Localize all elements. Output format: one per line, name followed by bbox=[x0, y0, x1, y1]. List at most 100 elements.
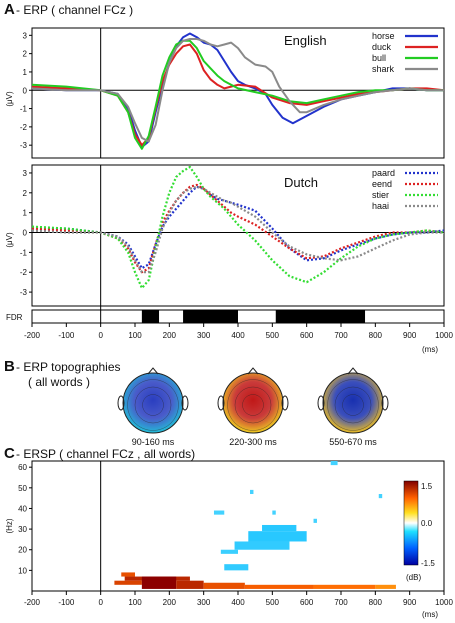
ersp-cell bbox=[121, 572, 135, 577]
ersp-cell bbox=[224, 564, 249, 571]
x-tick-label: 800 bbox=[369, 331, 383, 340]
colorbar-tick-mid: 0.0 bbox=[421, 519, 433, 528]
y-tick-label: 30 bbox=[18, 525, 27, 534]
ersp-cell bbox=[330, 461, 338, 466]
topography-maps: 90-160 ms 220-300 ms 550-670 ms bbox=[117, 367, 389, 447]
x-tick-label: 200 bbox=[163, 331, 177, 340]
legend-label-stier: stier bbox=[372, 190, 389, 200]
fdr-label: FDR bbox=[6, 313, 23, 322]
erp-english-plot: English (μV) -3 -2 -1 0 1 2 3 horseduckbullsha… bbox=[5, 27, 445, 159]
x-tick-label: 800 bbox=[369, 598, 383, 607]
english-lines bbox=[31, 28, 445, 158]
x-tick-label: 400 bbox=[231, 331, 245, 340]
topo-label-3: 550-670 ms bbox=[329, 437, 377, 447]
ersp-cell bbox=[272, 510, 276, 515]
panel-a-letter: A bbox=[4, 1, 15, 18]
y-tick-label: 50 bbox=[18, 484, 27, 493]
y-tick-label: 2 bbox=[23, 50, 28, 59]
ersp-cell bbox=[248, 531, 307, 542]
ersp-cell bbox=[378, 494, 383, 499]
dutch-label: Dutch bbox=[284, 175, 318, 190]
x-tick-label: 300 bbox=[197, 331, 211, 340]
english-y-ticks: -3 -2 -1 0 1 2 3 bbox=[20, 31, 32, 150]
y-tick-label: 60 bbox=[18, 463, 27, 472]
y-tick-label: 1 bbox=[23, 209, 28, 218]
x-tick-label: 1000 bbox=[435, 598, 453, 607]
erp-xlabel: (ms) bbox=[422, 345, 438, 354]
topo-map-3 bbox=[322, 372, 384, 434]
panel-b-letter: B bbox=[4, 358, 15, 375]
topo-label-1: 90-160 ms bbox=[132, 437, 175, 447]
x-tick-label: 100 bbox=[128, 598, 142, 607]
legend-label-eend: eend bbox=[372, 179, 392, 189]
x-tick-label: 500 bbox=[266, 331, 280, 340]
english-plot-frame bbox=[31, 27, 445, 159]
topo-ear-right bbox=[381, 395, 389, 411]
y-tick-label: -3 bbox=[20, 288, 28, 297]
fdr-significant-block bbox=[141, 310, 160, 323]
ersp-cell bbox=[234, 541, 290, 550]
ersp-y-ticks: 10 20 30 40 50 60 bbox=[18, 463, 32, 575]
topo-ear-left bbox=[117, 395, 125, 411]
x-tick-label: -200 bbox=[24, 331, 41, 340]
fdr-bar: FDR bbox=[6, 306, 445, 324]
y-tick-label: 1 bbox=[23, 68, 28, 77]
y-tick-label: 0 bbox=[23, 86, 28, 95]
series-line-shark bbox=[31, 38, 444, 143]
y-tick-label: 3 bbox=[23, 169, 28, 178]
topo-map-2 bbox=[222, 372, 284, 434]
topo-map-1 bbox=[122, 372, 184, 434]
y-tick-label: 20 bbox=[18, 546, 27, 555]
ersp-cell bbox=[203, 582, 245, 589]
colorbar-unit: (dB) bbox=[406, 573, 421, 582]
y-tick-label: 0 bbox=[23, 229, 28, 238]
x-tick-label: 900 bbox=[403, 331, 417, 340]
ersp-frame bbox=[31, 460, 445, 592]
topo-nose bbox=[147, 367, 159, 375]
topo-nose bbox=[347, 367, 359, 375]
x-tick-label: 100 bbox=[128, 331, 142, 340]
ersp-cell bbox=[262, 524, 297, 532]
legend-label-bull: bull bbox=[372, 53, 386, 63]
ersp-cell bbox=[375, 584, 396, 589]
topo-contour bbox=[327, 379, 379, 431]
colorbar-tick-min: -1.5 bbox=[421, 559, 435, 568]
legend-label-haai: haai bbox=[372, 201, 389, 211]
ersp-cell bbox=[176, 580, 204, 589]
topo-contour bbox=[142, 394, 164, 416]
english-ylabel: (μV) bbox=[5, 91, 14, 107]
ersp-cell bbox=[213, 510, 225, 515]
y-tick-label: -3 bbox=[20, 141, 28, 150]
y-tick-label: 40 bbox=[18, 504, 27, 513]
topo-nose bbox=[247, 367, 259, 375]
x-tick-label: 700 bbox=[334, 331, 348, 340]
colorbar bbox=[403, 480, 419, 566]
dutch-plot-frame bbox=[31, 164, 445, 307]
x-tick-label: 300 bbox=[197, 598, 211, 607]
ersp-ylabel: (Hz) bbox=[5, 518, 14, 533]
y-tick-label: 2 bbox=[23, 189, 28, 198]
x-tick-label: 200 bbox=[163, 598, 177, 607]
ersp-cell bbox=[220, 549, 238, 554]
fdr-blocks bbox=[100, 306, 366, 323]
x-tick-label: 600 bbox=[300, 598, 314, 607]
dutch-lines bbox=[31, 165, 445, 306]
series-line-haai bbox=[31, 185, 444, 274]
x-tick-label: 0 bbox=[98, 598, 103, 607]
panel-c-title: - ERSP ( channel FCz , all words) bbox=[16, 447, 195, 461]
topo-label-2: 220-300 ms bbox=[229, 437, 277, 447]
topo-contour bbox=[127, 379, 179, 431]
english-label: English bbox=[284, 33, 327, 48]
ersp-cell bbox=[114, 580, 142, 585]
erp-x-ticks: -200 -100 0 100 200 300 400 500 600 700 800 900 1000 bbox=[24, 323, 453, 340]
y-tick-label: -2 bbox=[20, 268, 28, 277]
topo-ear-right bbox=[181, 395, 189, 411]
ersp-xlabel: (ms) bbox=[422, 610, 438, 619]
ersp-cell bbox=[250, 489, 254, 495]
x-tick-label: -100 bbox=[58, 598, 75, 607]
ersp-cell bbox=[141, 576, 177, 589]
fdr-significant-block bbox=[275, 310, 366, 323]
panel-a-title: - ERP ( channel FCz ) bbox=[16, 3, 133, 17]
